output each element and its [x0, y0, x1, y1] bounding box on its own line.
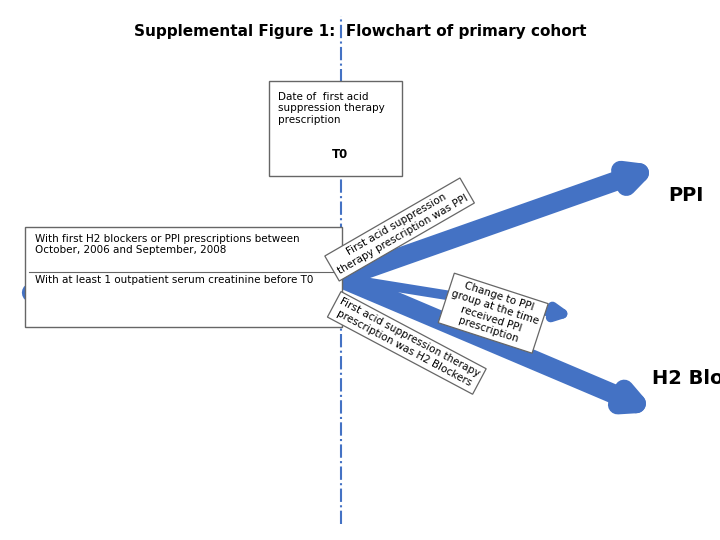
Text: With first H2 blockers or PPI prescriptions between
October, 2006 and September,: With first H2 blockers or PPI prescripti…	[35, 234, 300, 255]
Text: PPI: PPI	[668, 186, 703, 205]
FancyBboxPatch shape	[25, 227, 342, 327]
FancyBboxPatch shape	[269, 81, 402, 176]
Text: First acid suppression therapy
prescription was H2 Blockers: First acid suppression therapy prescript…	[333, 296, 481, 389]
Text: With at least 1 outpatient serum creatinine before T0: With at least 1 outpatient serum creatin…	[35, 275, 313, 285]
Text: First acid suppression
therapy prescription was PPI: First acid suppression therapy prescript…	[330, 183, 469, 276]
Text: Date of  first acid
suppression therapy
prescription: Date of first acid suppression therapy p…	[278, 92, 384, 125]
Text: Supplemental Figure 1:  Flowchart of primary cohort: Supplemental Figure 1: Flowchart of prim…	[134, 24, 586, 39]
Text: T0: T0	[331, 148, 348, 161]
Text: H2 Blockers: H2 Blockers	[652, 368, 720, 388]
Text: Change to PPI
group at the time
received PPI
prescription: Change to PPI group at the time received…	[443, 278, 544, 349]
